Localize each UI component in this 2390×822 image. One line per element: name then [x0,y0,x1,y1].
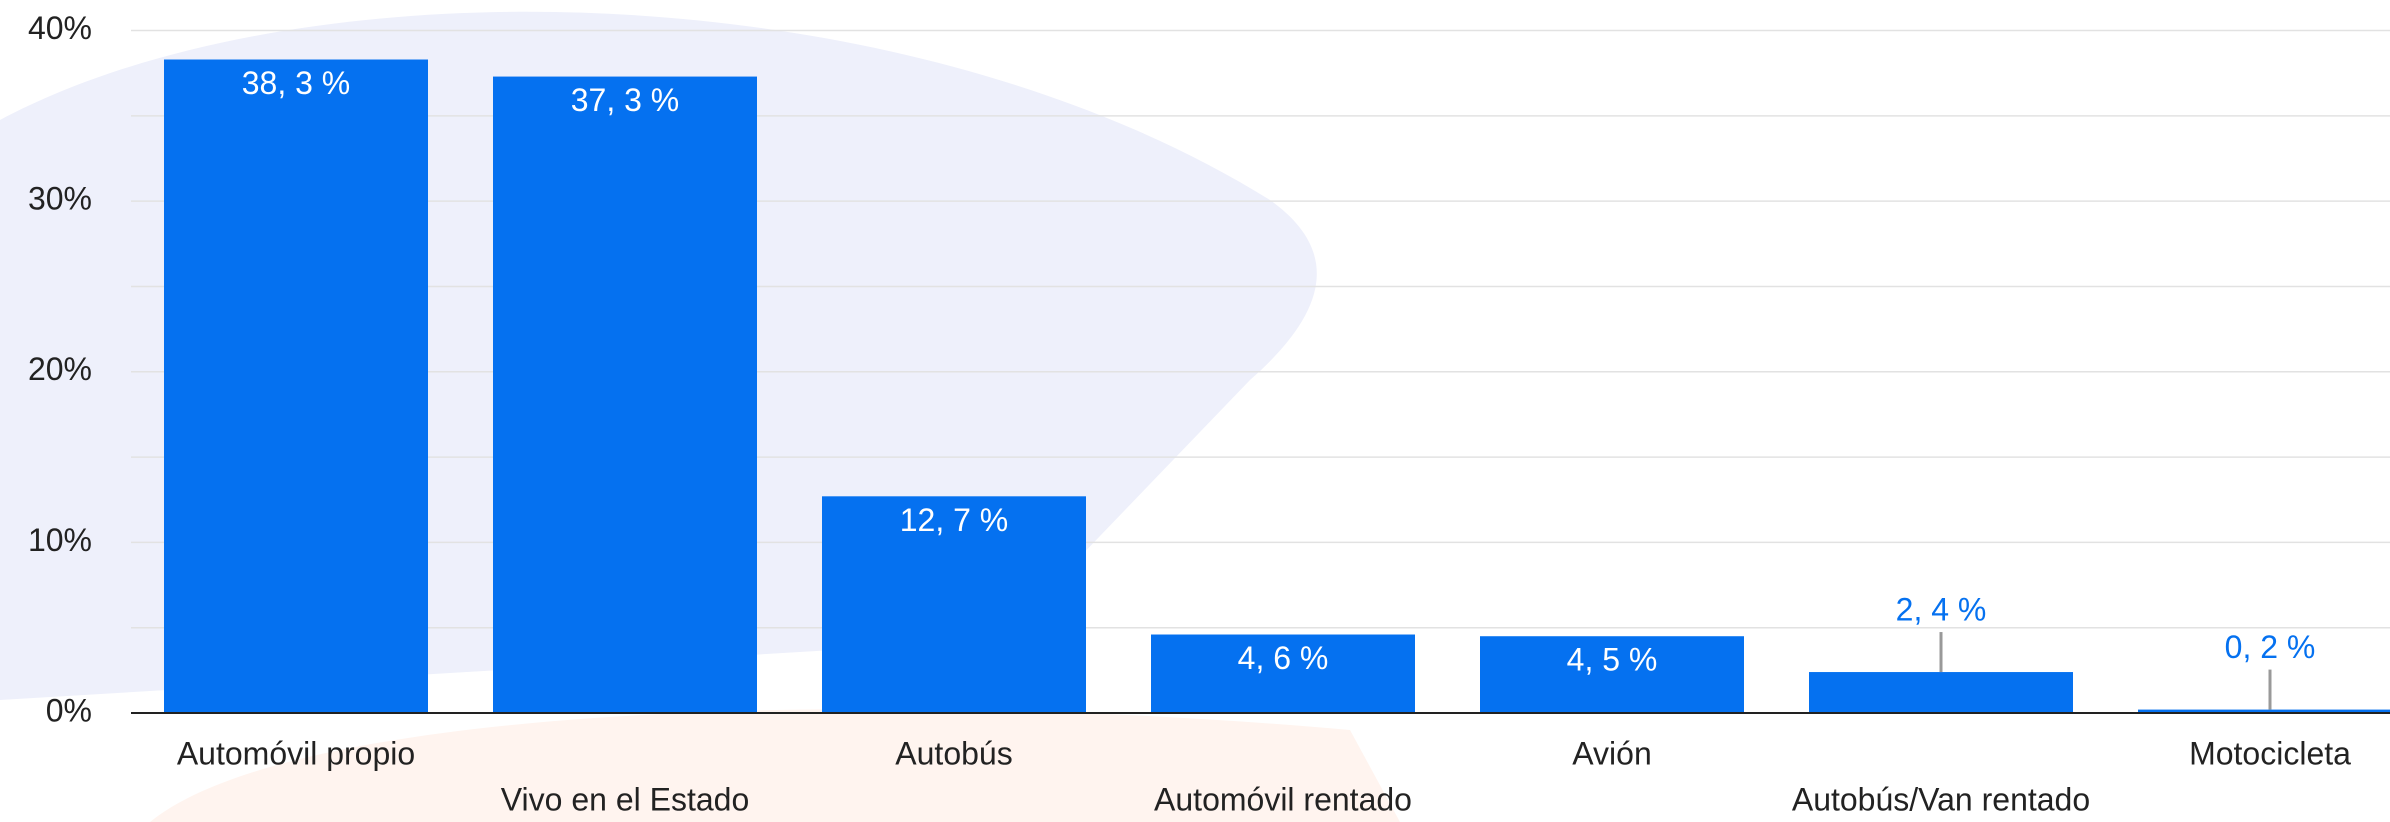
value-label: 4, 6 % [1238,640,1329,676]
bar [1151,634,1415,713]
bar [822,496,1086,713]
y-tick-label: 20% [28,351,92,387]
x-tick-label: Automóvil rentado [1154,781,1412,817]
bar [1480,636,1744,713]
x-tick-label: Autobús/Van rentado [1792,781,2090,817]
x-tick-label: Motocicleta [2189,735,2351,771]
x-tick-label: Vivo en el Estado [501,781,749,817]
value-label: 0, 2 % [2225,629,2316,665]
x-tick-label: Automóvil propio [177,735,415,771]
x-tick-label: Avión [1572,735,1651,771]
background-shape [150,708,1400,822]
y-tick-label: 10% [28,522,92,558]
value-label: 12, 7 % [900,502,1009,538]
value-label: 4, 5 % [1567,642,1658,678]
y-tick-label: 0% [46,692,92,728]
y-tick-label: 30% [28,181,92,217]
x-tick-label: Autobús [895,735,1012,771]
y-tick-label: 40% [28,10,92,46]
value-label: 37, 3 % [571,82,680,118]
bar [493,76,757,714]
bar [164,59,428,714]
bar [2138,709,2390,713]
value-label: 2, 4 % [1896,592,1987,628]
value-label: 38, 3 % [242,65,351,101]
bar [1809,672,2073,713]
